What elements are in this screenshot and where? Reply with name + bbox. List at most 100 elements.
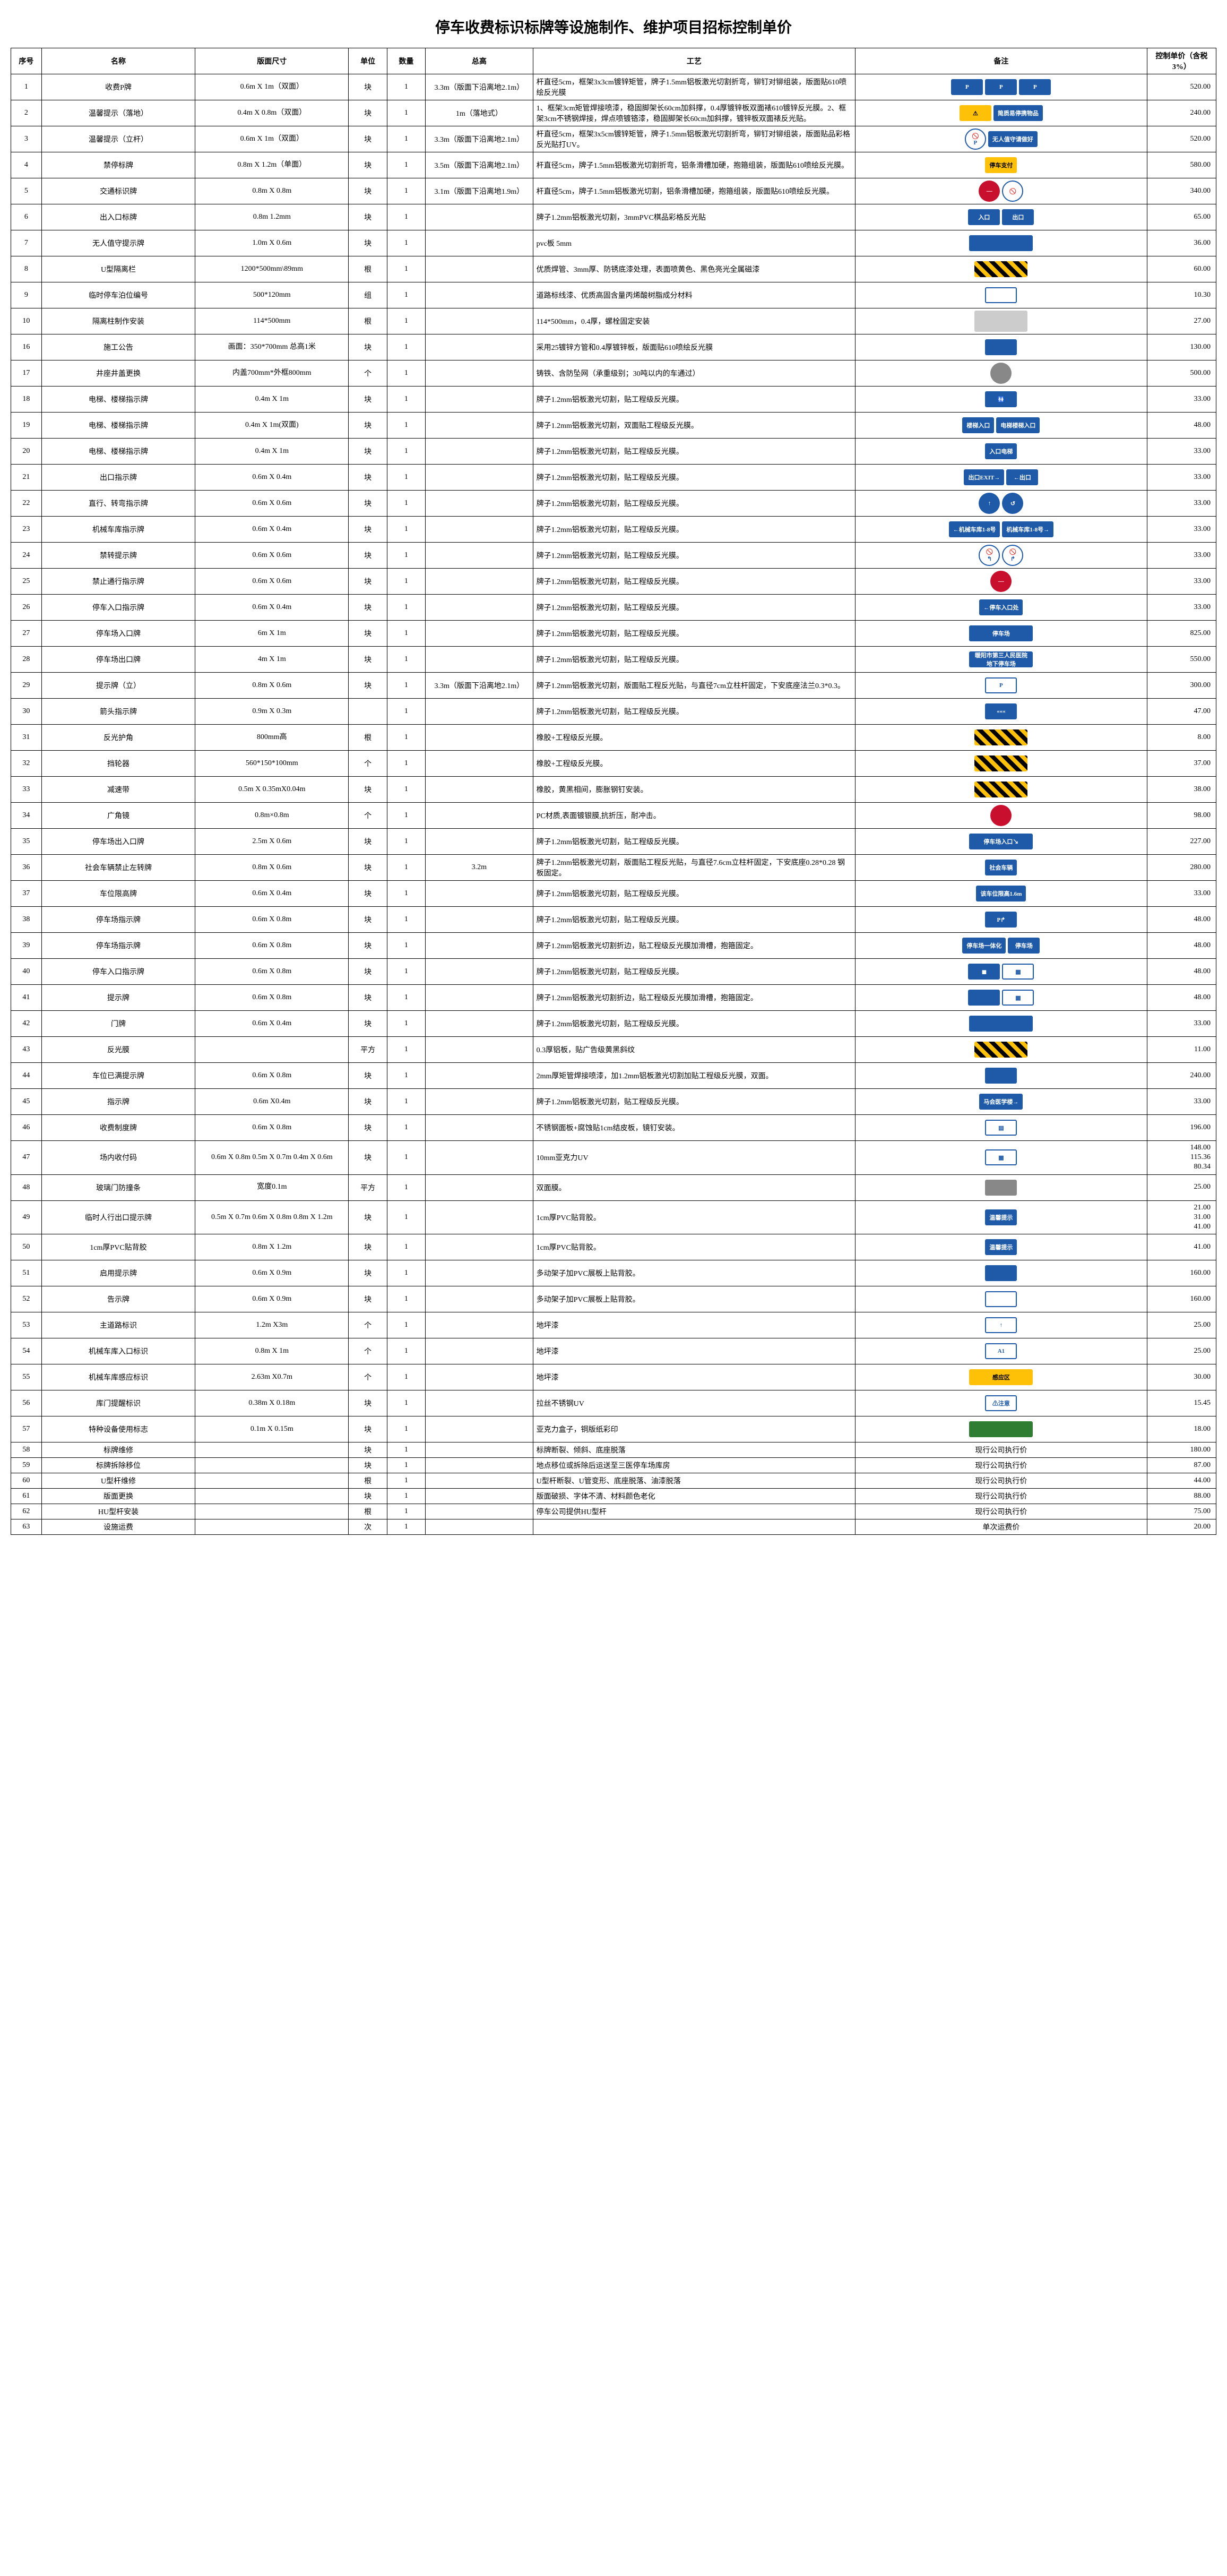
cell-price: 520.00 — [1147, 74, 1216, 100]
sign-icon: 🚫↱ — [1002, 545, 1023, 566]
cell-remark: —🚫 — [856, 178, 1147, 204]
table-row: 62HU型杆安装根1停车公司提供HU型杆现行公司执行价75.00 — [11, 1504, 1216, 1519]
cell-name: U型隔离栏 — [41, 256, 195, 282]
cell-total — [426, 543, 533, 569]
cell-total — [426, 1286, 533, 1312]
cell-name: 车位已满提示牌 — [41, 1063, 195, 1089]
cell-price: 33.00 — [1147, 595, 1216, 621]
cell-seq: 42 — [11, 1011, 42, 1037]
cell-name: 交通标识牌 — [41, 178, 195, 204]
cell-unit: 块 — [349, 1416, 387, 1442]
cell-size: 500*120mm — [195, 282, 349, 308]
cell-qty: 1 — [387, 1519, 425, 1535]
cell-qty: 1 — [387, 881, 425, 907]
cell-price: 500.00 — [1147, 360, 1216, 387]
sign-icon — [985, 1068, 1017, 1084]
cell-unit: 个 — [349, 1338, 387, 1364]
cell-size: 宽度0.1m — [195, 1174, 349, 1200]
cell-seq: 5 — [11, 178, 42, 204]
cell-qty: 1 — [387, 1141, 425, 1175]
cell-unit: 平方 — [349, 1037, 387, 1063]
cell-remark: 温馨提示 — [856, 1200, 1147, 1234]
table-row: 27停车场入口牌6m X 1m块1牌子1.2mm铝板激光切割，贴工程级反光膜。停… — [11, 621, 1216, 647]
cell-remark: 现行公司执行价 — [856, 1442, 1147, 1458]
cell-unit: 根 — [349, 725, 387, 751]
cell-remark: P↱ — [856, 907, 1147, 933]
cell-total — [426, 1364, 533, 1390]
cell-name: 电梯、楼梯指示牌 — [41, 387, 195, 413]
cell-name: 出口指示牌 — [41, 465, 195, 491]
cell-unit: 块 — [349, 1458, 387, 1473]
cell-process: 拉丝不锈钢UV — [533, 1390, 856, 1416]
cell-size: 0.9m X 0.3m — [195, 699, 349, 725]
cell-size: 0.8m X 1.2m（单面） — [195, 152, 349, 178]
sign-icon: 停车场 — [969, 625, 1033, 641]
table-row: 48玻璃门防撞条宽度0.1m平方1双面膜。25.00 — [11, 1174, 1216, 1200]
cell-seq: 50 — [11, 1234, 42, 1260]
cell-process: 亚克力盒子，铜版纸彩印 — [533, 1416, 856, 1442]
sign-icon — [969, 1421, 1033, 1437]
cell-total — [426, 1390, 533, 1416]
cell-remark: 暖阳市第三人民医院地下停车场 — [856, 647, 1147, 673]
cell-unit: 块 — [349, 855, 387, 881]
cell-name: 停车场指示牌 — [41, 907, 195, 933]
table-row: 5交通标识牌0.8m X 0.8m块13.1m（版面下沿离地1.9m）杆直径5c… — [11, 178, 1216, 204]
cell-price: 36.00 — [1147, 230, 1216, 256]
cell-remark — [856, 1011, 1147, 1037]
cell-process: 牌子1.2mm铝板激光切割，贴工程级反光膜。 — [533, 907, 856, 933]
cell-process: 牌子1.2mm铝板激光切割，贴工程级反光膜。 — [533, 439, 856, 465]
cell-total — [426, 881, 533, 907]
cell-process: 停车公司提供HU型杆 — [533, 1504, 856, 1519]
cell-unit: 个 — [349, 1364, 387, 1390]
sign-icon: 入口电梯 — [985, 443, 1017, 459]
cell-process: 牌子1.2mm铝板激光切割，贴工程级反光膜。 — [533, 881, 856, 907]
cell-price: 33.00 — [1147, 465, 1216, 491]
cell-total — [426, 569, 533, 595]
cell-size: 6m X 1m — [195, 621, 349, 647]
cell-total — [426, 725, 533, 751]
cell-remark: ←机械车库1-8号机械车库1-8号→ — [856, 517, 1147, 543]
cell-unit: 块 — [349, 829, 387, 855]
cell-seq: 56 — [11, 1390, 42, 1416]
cell-remark: 停车场入口↘ — [856, 829, 1147, 855]
sign-icon — [974, 1042, 1027, 1058]
cell-process: 地坪漆 — [533, 1338, 856, 1364]
cell-size: 0.6m X 0.4m — [195, 1011, 349, 1037]
cell-qty: 1 — [387, 1260, 425, 1286]
cell-total: 3.1m（版面下沿离地1.9m） — [426, 178, 533, 204]
table-row: 9临时停车泊位编号500*120mm组1道路标线漆、优质高固含量丙烯酸树脂成分材… — [11, 282, 1216, 308]
cell-price: 65.00 — [1147, 204, 1216, 230]
cell-qty: 1 — [387, 100, 425, 126]
sign-icon — [974, 782, 1027, 797]
cell-price: 33.00 — [1147, 517, 1216, 543]
table-row: 33减速带0.5m X 0.35mX0.04m块1橡胶，黄黑相间，膨胀钢钉安装。… — [11, 777, 1216, 803]
cell-seq: 52 — [11, 1286, 42, 1312]
cell-size: 0.6m X 0.8m — [195, 1063, 349, 1089]
cell-size: 0.6m X0.4m — [195, 1089, 349, 1115]
cell-price: 160.00 — [1147, 1260, 1216, 1286]
sign-icon: P — [985, 677, 1017, 693]
cell-seq: 39 — [11, 933, 42, 959]
cell-qty: 1 — [387, 1115, 425, 1141]
cell-total — [426, 1442, 533, 1458]
cell-seq: 26 — [11, 595, 42, 621]
cell-name: 标牌拆除移位 — [41, 1458, 195, 1473]
cell-process: 牌子1.2mm铝板激光切割，3mmPVC棋品彩格反光贴 — [533, 204, 856, 230]
cell-price: 47.00 — [1147, 699, 1216, 725]
cell-qty: 1 — [387, 74, 425, 100]
table-row: 35停车场出入口牌2.5m X 0.6m块1牌子1.2mm铝板激光切割，贴工程级… — [11, 829, 1216, 855]
cell-price: 44.00 — [1147, 1473, 1216, 1489]
cell-process — [533, 1519, 856, 1535]
cell-seq: 57 — [11, 1416, 42, 1442]
cell-process: 牌子1.2mm铝板激光切割，版面贴工程反光贴，与直径7.6cm立柱杆固定，下安底… — [533, 855, 856, 881]
cell-price: 148.00115.3680.34 — [1147, 1141, 1216, 1175]
header-size: 版面尺寸 — [195, 48, 349, 74]
cell-total — [426, 360, 533, 387]
cell-total — [426, 517, 533, 543]
table-row: 42门牌0.6m X 0.4m块1牌子1.2mm铝板激光切割，贴工程级反光膜。3… — [11, 1011, 1216, 1037]
cell-name: 挡轮器 — [41, 751, 195, 777]
cell-seq: 18 — [11, 387, 42, 413]
cell-remark: 入口出口 — [856, 204, 1147, 230]
cell-price: 33.00 — [1147, 491, 1216, 517]
table-row: 3温馨提示（立杆）0.6m X 1m（双面）块13.3m（版面下沿离地2.1m）… — [11, 126, 1216, 152]
